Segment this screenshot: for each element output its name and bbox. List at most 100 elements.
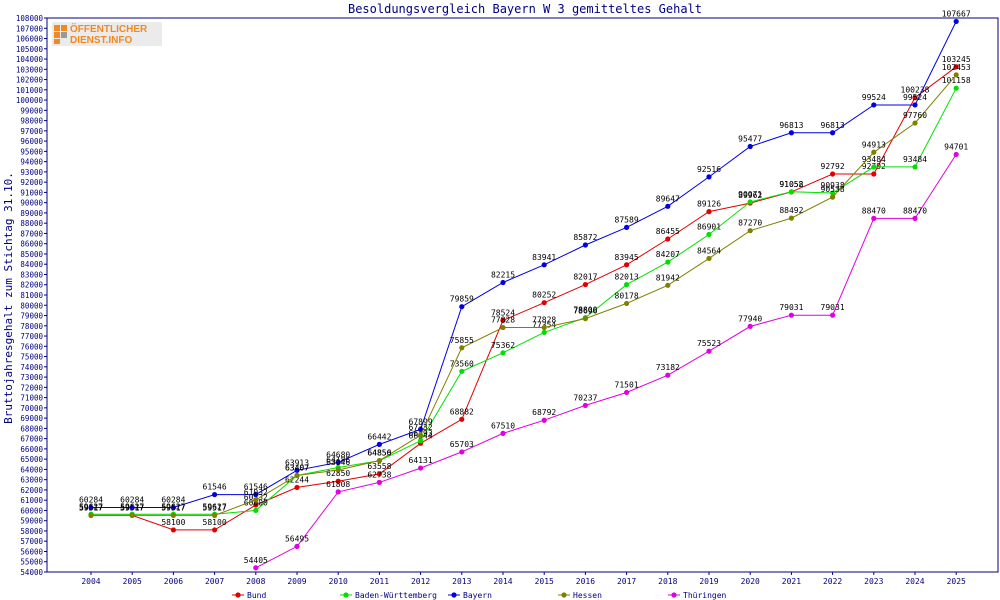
x-tick-label: 2023	[864, 577, 883, 586]
data-label-th-ringen: 61808	[326, 480, 350, 489]
legend-item-bayern: Bayern	[448, 591, 492, 600]
y-tick-label: 83000	[20, 270, 43, 279]
data-point-th-ringen	[912, 215, 918, 221]
data-point-hessen	[500, 324, 506, 331]
data-label-th-ringen: 79031	[821, 303, 845, 312]
y-tick-label: 65000	[20, 455, 43, 464]
data-point-bayern	[582, 242, 589, 248]
data-point-baden-w-rttemberg	[747, 199, 753, 205]
legend-swatch-marker	[671, 592, 677, 598]
data-point-bayern	[830, 130, 836, 136]
data-point-bund	[871, 171, 877, 177]
data-label-bayern: 99524	[862, 93, 886, 102]
data-point-bayern	[170, 504, 176, 511]
legend: Bund Baden-Württemberg Bayern Hessen Thüring…	[232, 591, 727, 600]
data-label-hessen: 63946	[326, 458, 350, 467]
data-point-hessen	[335, 467, 341, 473]
y-tick-label: 102000	[16, 76, 44, 85]
y-tick-label: 55000	[20, 558, 43, 567]
data-label-bund: 103245	[942, 55, 971, 64]
data-point-bayern	[871, 102, 877, 108]
y-tick-label: 76000	[20, 342, 43, 351]
y-tick-label: 107000	[16, 24, 44, 33]
legend-swatch-marker	[561, 592, 567, 598]
data-point-th-ringen	[624, 389, 630, 396]
y-tick-label: 92000	[20, 178, 43, 187]
data-label-hessen: 88492	[779, 206, 803, 215]
y-tick-label: 106000	[16, 35, 44, 44]
y-tick-label: 98000	[20, 117, 43, 126]
data-point-baden-w-rttemberg	[788, 189, 795, 195]
y-tick-label: 77000	[20, 332, 43, 341]
data-label-bund: 86455	[656, 227, 680, 236]
data-label-bayern: 83941	[532, 253, 556, 262]
y-axis-label: Bruttojahresgehalt zum Stichtag 31.10.	[2, 172, 15, 424]
y-tick-label: 78000	[20, 322, 43, 331]
data-point-baden-w-rttemberg	[459, 368, 465, 374]
y-tick-label: 75000	[20, 353, 43, 362]
data-label-bayern: 60284	[79, 496, 103, 505]
data-point-th-ringen	[541, 417, 547, 423]
y-tick-label: 56000	[20, 547, 43, 556]
data-point-baden-w-rttemberg	[953, 85, 959, 91]
x-tick-label: 2010	[329, 577, 348, 586]
data-label-bayern: 87589	[615, 215, 639, 224]
legend-label: Baden-Württemberg	[355, 591, 437, 600]
y-tick-label: 73000	[20, 373, 43, 382]
data-label-hessen: 80178	[615, 291, 639, 300]
data-label-hessen: 63407	[285, 463, 309, 472]
data-label-hessen: 77828	[491, 316, 515, 325]
y-tick-label: 90000	[20, 199, 43, 208]
legend-swatch-marker	[451, 592, 457, 598]
data-label-hessen: 78696	[573, 307, 597, 316]
data-label-bund: 89126	[697, 200, 721, 209]
y-tick-label: 94000	[20, 158, 43, 167]
y-tick-label: 101000	[16, 86, 44, 95]
svg-text:ÖFFENTLICHER: ÖFFENTLICHER	[70, 22, 148, 35]
data-label-bund: 58100	[161, 518, 185, 527]
data-label-th-ringen: 56495	[285, 534, 309, 543]
y-tick-label: 91000	[20, 188, 43, 197]
data-label-th-ringen: 54405	[244, 556, 268, 565]
x-tick-label: 2019	[699, 577, 718, 586]
y-tick-label: 66000	[20, 445, 43, 454]
legend-label: Hessen	[573, 591, 602, 600]
data-label-baden-w-rttemberg: 90071	[738, 190, 762, 199]
data-label-bayern: 95477	[738, 134, 762, 143]
data-label-hessen: 75855	[450, 336, 474, 345]
data-label-baden-w-rttemberg: 60000	[244, 498, 268, 507]
y-tick-label: 79000	[20, 312, 43, 321]
x-tick-label: 2004	[81, 577, 100, 586]
data-label-bayern: 60284	[120, 496, 144, 505]
data-label-baden-w-rttemberg: 64850	[367, 449, 391, 458]
data-label-th-ringen: 88470	[862, 206, 886, 215]
y-tick-label: 54000	[20, 568, 43, 577]
data-point-hessen	[665, 282, 671, 288]
data-point-th-ringen	[294, 543, 300, 550]
y-tick-label: 99000	[20, 106, 43, 115]
data-label-hessen: 64856	[367, 449, 391, 458]
legend-label: Bund	[247, 591, 266, 600]
data-point-th-ringen	[582, 402, 589, 409]
data-point-bund	[170, 527, 176, 533]
data-point-th-ringen	[376, 479, 382, 485]
data-point-th-ringen	[788, 312, 795, 318]
y-tick-label: 95000	[20, 147, 43, 156]
data-point-baden-w-rttemberg	[830, 190, 836, 196]
chart-title: Besoldungsvergleich Bayern W 3 gemittelt…	[348, 2, 702, 16]
data-point-bayern	[212, 491, 218, 498]
data-label-baden-w-rttemberg: 91058	[779, 180, 803, 189]
data-label-bayern: 63913	[285, 458, 309, 467]
x-tick-label: 2017	[617, 577, 636, 586]
data-point-hessen	[212, 512, 218, 518]
data-point-bayern	[665, 203, 671, 209]
y-tick-label: 100000	[16, 96, 44, 105]
data-label-baden-w-rttemberg: 82013	[615, 273, 639, 282]
data-point-hessen	[253, 497, 259, 503]
data-point-baden-w-rttemberg	[912, 164, 918, 170]
data-label-bayern: 107667	[942, 9, 971, 18]
y-tick-label: 87000	[20, 229, 43, 238]
series-line-th-ringen	[255, 154, 957, 569]
data-label-th-ringen: 71501	[615, 380, 639, 389]
